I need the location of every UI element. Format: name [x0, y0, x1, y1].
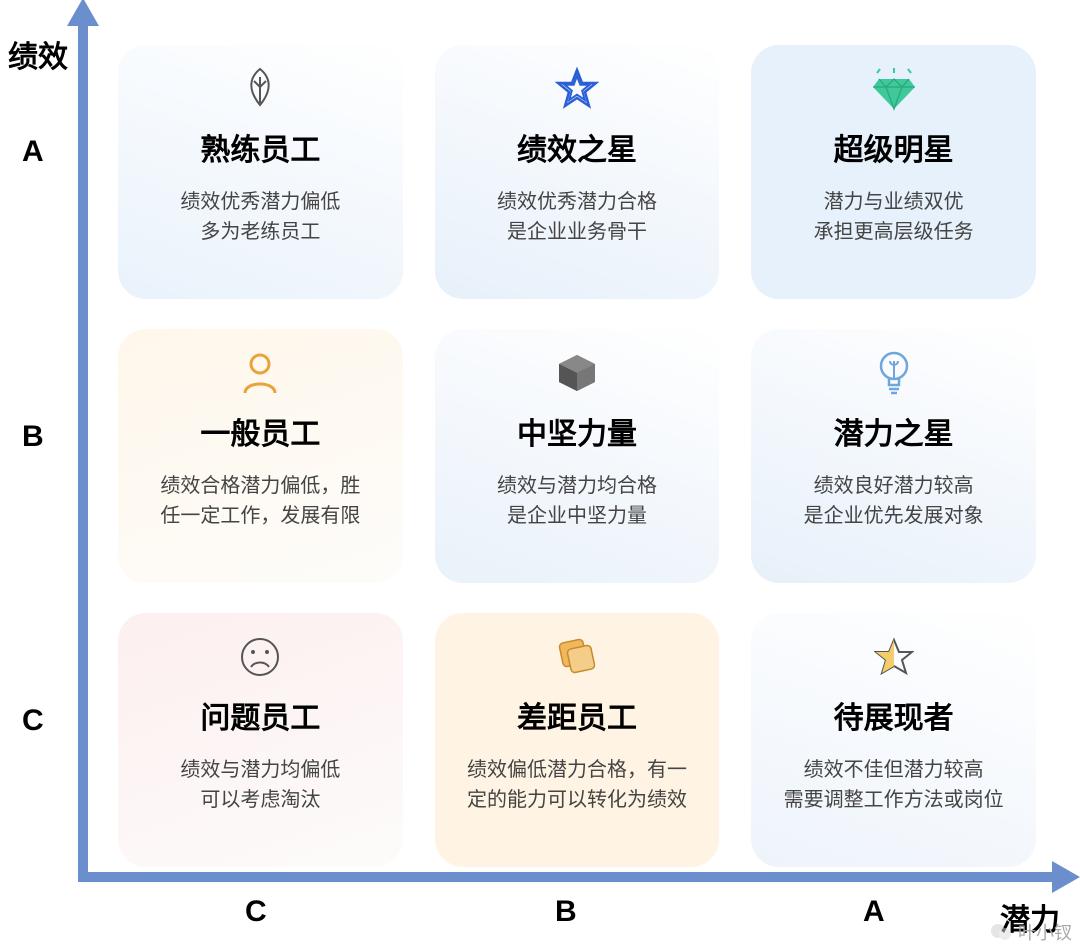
card-potential-star: 潜力之星 绩效良好潜力较高 是企业优先发展对象 — [751, 329, 1036, 583]
card-desc: 绩效良好潜力较高 是企业优先发展对象 — [804, 471, 984, 531]
watermark: 叶小钗 — [990, 919, 1072, 945]
card-title: 待展现者 — [834, 693, 954, 737]
half-star-icon — [874, 635, 914, 679]
bulb-icon — [876, 351, 912, 395]
leaf-icon — [243, 67, 277, 111]
card-title: 问题员工 — [200, 693, 320, 737]
cards-icon — [553, 635, 601, 679]
card-title: 熟练员工 — [200, 125, 320, 169]
y-tick-a: A — [22, 135, 44, 169]
cards-grid: 熟练员工 绩效优秀潜力偏低 多为老练员工 绩效之星 绩效优秀潜力合格 是企业业务… — [118, 45, 1036, 867]
card-superstar: 超级明星 潜力与业绩双优 承担更高层级任务 — [751, 45, 1036, 299]
card-desc: 绩效优秀潜力偏低 多为老练员工 — [180, 187, 340, 247]
card-core-strength: 中坚力量 绩效与潜力均合格 是企业中坚力量 — [435, 329, 720, 583]
y-tick-c: C — [22, 704, 44, 738]
card-desc: 绩效不佳但潜力较高 需要调整工作方法或岗位 — [784, 755, 1004, 815]
x-tick-a: A — [863, 895, 885, 929]
star-icon — [555, 67, 599, 111]
card-problem-employee: 问题员工 绩效与潜力均偏低 可以考虑淘汰 — [118, 613, 403, 867]
card-desc: 绩效合格潜力偏低，胜 任一定工作，发展有限 — [160, 471, 360, 531]
nine-box-matrix: 绩效 A B C 潜力 C B A 熟练员工 绩效优秀潜力偏低 多为老练员工 — [0, 0, 1080, 951]
sad-icon — [238, 635, 282, 679]
x-tick-b: B — [555, 895, 577, 929]
watermark-text: 叶小钗 — [1018, 919, 1072, 945]
card-desc: 潜力与业绩双优 承担更高层级任务 — [814, 187, 974, 247]
card-to-be-shown: 待展现者 绩效不佳但潜力较高 需要调整工作方法或岗位 — [751, 613, 1036, 867]
x-axis-arrow — [1052, 861, 1080, 893]
card-gap-employee: 差距员工 绩效偏低潜力合格，有一 定的能力可以转化为绩效 — [435, 613, 720, 867]
y-axis-arrow — [67, 0, 99, 26]
card-title: 绩效之星 — [517, 125, 637, 169]
y-axis-label: 绩效 — [8, 32, 68, 76]
card-performance-star: 绩效之星 绩效优秀潜力合格 是企业业务骨干 — [435, 45, 720, 299]
diamond-icon — [869, 67, 919, 111]
card-title: 差距员工 — [517, 693, 637, 737]
y-axis-line — [78, 22, 88, 880]
card-average-employee: 一般员工 绩效合格潜力偏低，胜 任一定工作，发展有限 — [118, 329, 403, 583]
card-desc: 绩效偏低潜力合格，有一 定的能力可以转化为绩效 — [467, 755, 687, 815]
x-tick-c: C — [245, 895, 267, 929]
cube-icon — [555, 351, 599, 395]
card-desc: 绩效优秀潜力合格 是企业业务骨干 — [497, 187, 657, 247]
card-title: 一般员工 — [200, 409, 320, 453]
card-skilled-employee: 熟练员工 绩效优秀潜力偏低 多为老练员工 — [118, 45, 403, 299]
card-title: 潜力之星 — [834, 409, 954, 453]
card-title: 中坚力量 — [517, 409, 637, 453]
person-icon — [240, 351, 280, 395]
card-title: 超级明星 — [834, 125, 954, 169]
x-axis-line — [78, 872, 1056, 882]
card-desc: 绩效与潜力均合格 是企业中坚力量 — [497, 471, 657, 531]
wechat-icon — [990, 921, 1012, 943]
card-desc: 绩效与潜力均偏低 可以考虑淘汰 — [180, 755, 340, 815]
y-tick-b: B — [22, 420, 44, 454]
